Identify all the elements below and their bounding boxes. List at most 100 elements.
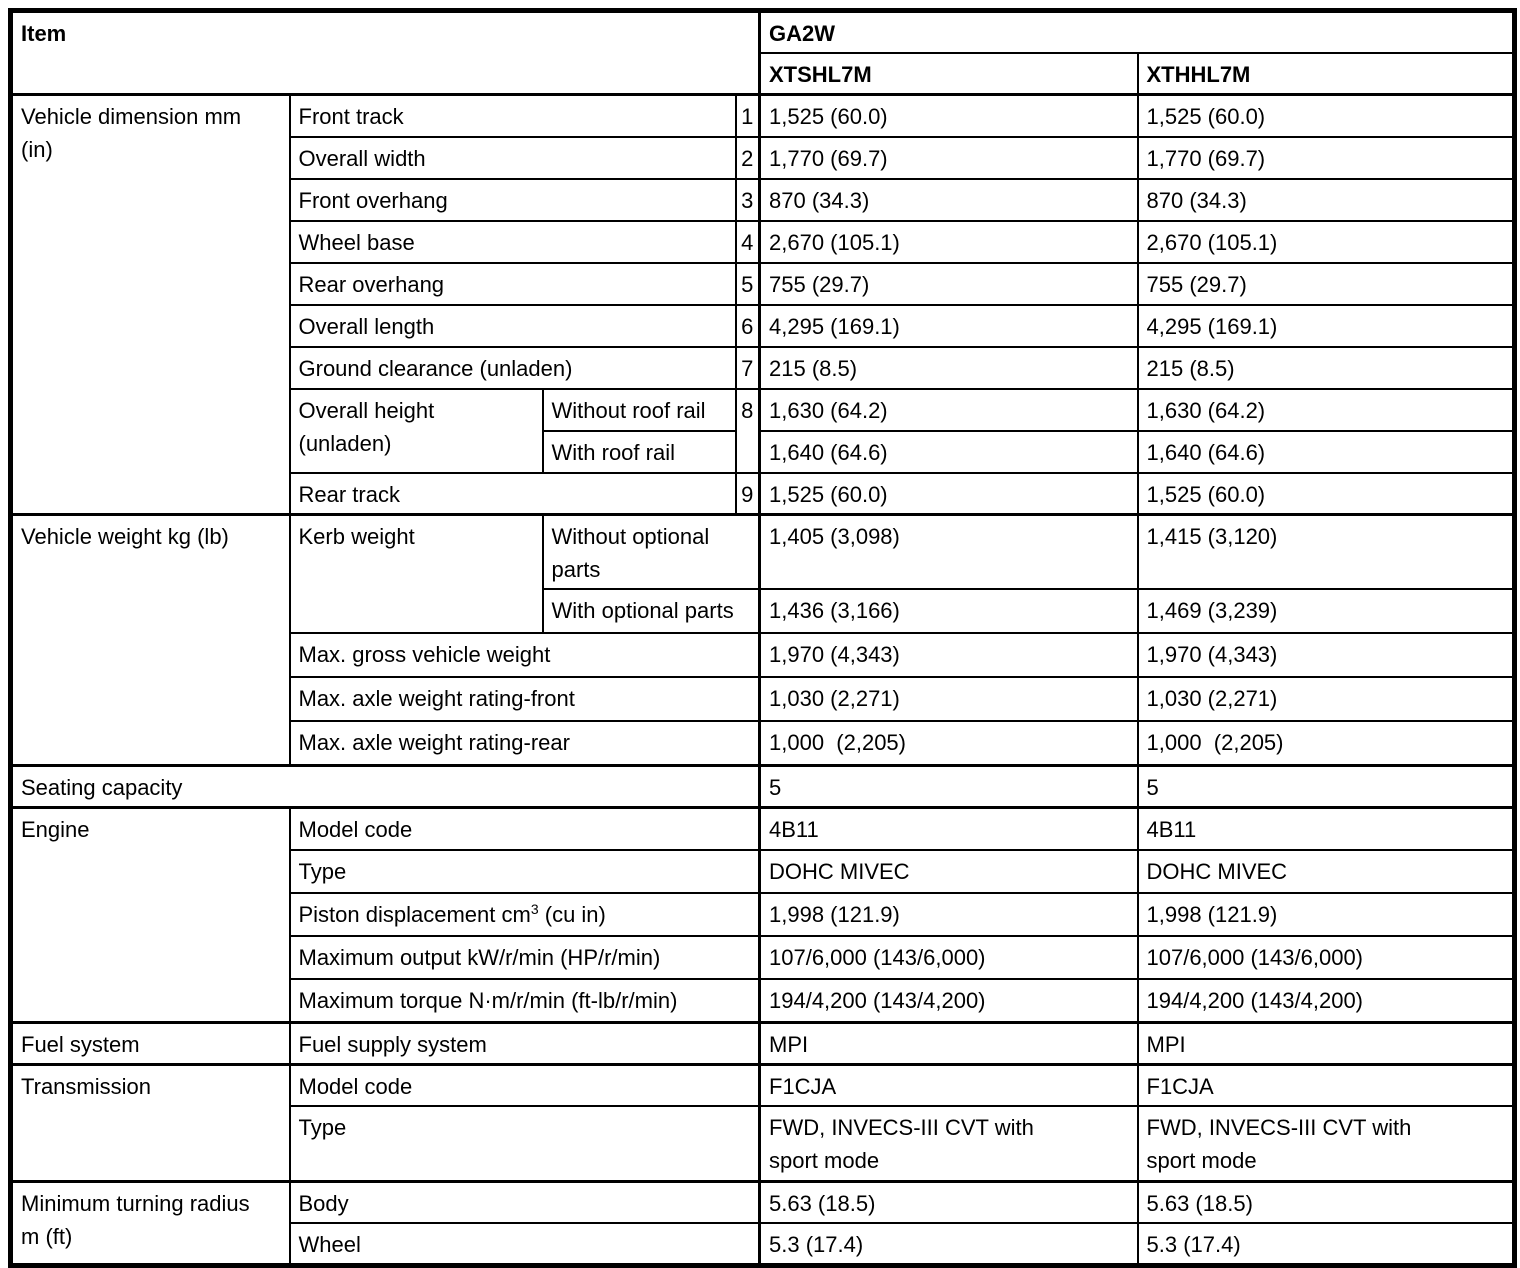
row-label-kerb-weight: Kerb weight [288, 513, 544, 634]
value-xthhl7m: DOHC MIVEC [1136, 849, 1516, 894]
row-number: 4 [734, 219, 761, 264]
row-seating-capacity: Seating capacity 5 5 [9, 763, 1516, 808]
value-xtshl7m: 1,525 (60.0) [758, 93, 1139, 138]
value-xthhl7m: 1,770 (69.7) [1136, 135, 1516, 180]
row-engine-model-code: Engine Model code 4B11 4B11 [9, 805, 1516, 1023]
value-xtshl7m: 4,295 (169.1) [758, 303, 1139, 348]
row-number: 3 [734, 177, 761, 222]
value-xthhl7m: MPI [1136, 1020, 1516, 1065]
row-fuel-supply-system: Fuel system Fuel supply system MPI MPI [9, 1020, 1516, 1065]
value-xtshl7m: 107/6,000 (143/6,000) [758, 935, 1139, 980]
header-variant-xtshl7m: XTSHL7M [758, 52, 1139, 96]
value-xthhl7m: 194/4,200 (143/4,200) [1136, 978, 1516, 1023]
row-transmission-type: Type FWD, INVECS-III CVT with sport mode… [11, 1105, 1516, 1182]
row-number: 7 [734, 345, 761, 390]
row-label: Wheel [288, 1221, 761, 1266]
row-label: Maximum torque N·m/r/min (ft-lb/r/min) [288, 978, 761, 1023]
row-max-axle-rear: Max. axle weight rating-rear 1,000 (2,20… [11, 720, 1516, 766]
row-turning-radius-body: Minimum turning radius m (ft) Body 5.63 … [9, 1179, 1516, 1266]
row-sublabel: Without optional parts [541, 513, 761, 590]
row-front-overhang: Front overhang 3 870 (34.3) 870 (34.3) [11, 177, 1516, 222]
value-xtshl7m: 1,998 (121.9) [758, 892, 1139, 937]
row-label: Type [288, 1105, 761, 1182]
row-label: Type [288, 849, 761, 894]
row-rear-track: Rear track 9 1,525 (60.0) 1,525 (60.0) [11, 471, 1516, 516]
row-max-gross-weight: Max. gross vehicle weight 1,970 (4,343) … [11, 632, 1516, 678]
value-xthhl7m: 2,670 (105.1) [1136, 219, 1516, 264]
value-xthhl7m: 1,469 (3,239) [1136, 588, 1516, 634]
value-xthhl7m: 1,998 (121.9) [1136, 892, 1516, 937]
row-label: Model code [288, 1062, 761, 1107]
row-kerb-without-parts: Vehicle weight kg (lb) Kerb weight Witho… [9, 513, 1516, 766]
row-label: Maximum output kW/r/min (HP/r/min) [288, 935, 761, 980]
label-text: Piston displacement cm [298, 902, 531, 927]
row-label: Max. gross vehicle weight [288, 632, 761, 678]
value-xthhl7m: 5 [1136, 763, 1516, 808]
row-maximum-torque: Maximum torque N·m/r/min (ft-lb/r/min) 1… [11, 978, 1516, 1023]
value-xtshl7m: 1,970 (4,343) [758, 632, 1139, 678]
row-kerb-with-parts: With optional parts 1,436 (3,166) 1,469 … [11, 588, 1516, 634]
row-transmission-model-code: Transmission Model code F1CJA F1CJA [9, 1062, 1516, 1182]
value-xthhl7m: 5.3 (17.4) [1136, 1221, 1516, 1266]
row-label: Overall width [288, 135, 737, 180]
row-label: Body [288, 1179, 761, 1224]
value-xthhl7m: 5.63 (18.5) [1136, 1179, 1516, 1224]
value-xthhl7m: 870 (34.3) [1136, 177, 1516, 222]
value-xthhl7m: 755 (29.7) [1136, 261, 1516, 306]
row-sublabel: With optional parts [541, 588, 761, 634]
value-xthhl7m: 1,030 (2,271) [1136, 676, 1516, 722]
row-overall-width: Overall width 2 1,770 (69.7) 1,770 (69.7… [11, 135, 1516, 180]
value-xtshl7m: 1,525 (60.0) [758, 471, 1139, 516]
value-xthhl7m: 4B11 [1136, 805, 1516, 851]
header-item: Item [9, 9, 761, 96]
row-maximum-output: Maximum output kW/r/min (HP/r/min) 107/6… [11, 935, 1516, 980]
row-label: Rear overhang [288, 261, 737, 306]
value-xtshl7m: 5 [758, 763, 1139, 808]
value-xtshl7m: 215 (8.5) [758, 345, 1139, 390]
value-xthhl7m: 1,970 (4,343) [1136, 632, 1516, 678]
value-xtshl7m: 194/4,200 (143/4,200) [758, 978, 1139, 1023]
value-xtshl7m: FWD, INVECS-III CVT with sport mode [758, 1105, 1139, 1182]
category-engine: Engine [9, 805, 291, 1023]
value-xtshl7m: 4B11 [758, 805, 1139, 851]
value-xtshl7m: 5.3 (17.4) [758, 1221, 1139, 1266]
value-xthhl7m: 1,525 (60.0) [1136, 93, 1516, 138]
row-label: Max. axle weight rating-front [288, 676, 761, 722]
row-number: 9 [734, 471, 761, 516]
row-label: Front track [288, 93, 737, 138]
value-xthhl7m: 1,630 (64.2) [1136, 387, 1516, 432]
row-label: Ground clearance (unladen) [288, 345, 737, 390]
value-xthhl7m: 1,415 (3,120) [1136, 513, 1516, 590]
header-model-group: GA2W [758, 9, 1516, 54]
category-seating-capacity: Seating capacity [9, 763, 761, 808]
category-turning-radius: Minimum turning radius m (ft) [9, 1179, 291, 1266]
value-xtshl7m: F1CJA [758, 1062, 1139, 1107]
value-xthhl7m: 1,000 (2,205) [1136, 720, 1516, 766]
category-vehicle-dimension: Vehicle dimension mm (in) [9, 93, 291, 516]
row-label: Wheel base [288, 219, 737, 264]
category-transmission: Transmission [9, 1062, 291, 1182]
row-ground-clearance: Ground clearance (unladen) 7 215 (8.5) 2… [11, 345, 1516, 390]
value-xtshl7m: 1,770 (69.7) [758, 135, 1139, 180]
row-label: Model code [288, 805, 761, 851]
header-row-variants: XTSHL7M XTHHL7M [11, 52, 1516, 96]
row-sublabel: With roof rail [541, 429, 737, 474]
row-label: Overall length [288, 303, 737, 348]
category-vehicle-weight: Vehicle weight kg (lb) [9, 513, 291, 766]
value-xtshl7m: 1,000 (2,205) [758, 720, 1139, 766]
value-xthhl7m: 1,525 (60.0) [1136, 471, 1516, 516]
row-label: Front overhang [288, 177, 737, 222]
row-label: Max. axle weight rating-rear [288, 720, 761, 766]
value-xtshl7m: 1,405 (3,098) [758, 513, 1139, 590]
value-xthhl7m: 1,640 (64.6) [1136, 429, 1516, 474]
value-xtshl7m: 5.63 (18.5) [758, 1179, 1139, 1224]
row-label-piston-displacement: Piston displacement cm3 (cu in) [288, 892, 761, 937]
row-number: 8 [734, 387, 761, 474]
value-xtshl7m: 1,030 (2,271) [758, 676, 1139, 722]
row-overall-length: Overall length 6 4,295 (169.1) 4,295 (16… [11, 303, 1516, 348]
row-engine-type: Type DOHC MIVEC DOHC MIVEC [11, 849, 1516, 894]
row-label: Fuel supply system [288, 1020, 761, 1065]
row-front-track: Vehicle dimension mm (in) Front track 1 … [9, 93, 1516, 516]
value-xtshl7m: 1,630 (64.2) [758, 387, 1139, 432]
